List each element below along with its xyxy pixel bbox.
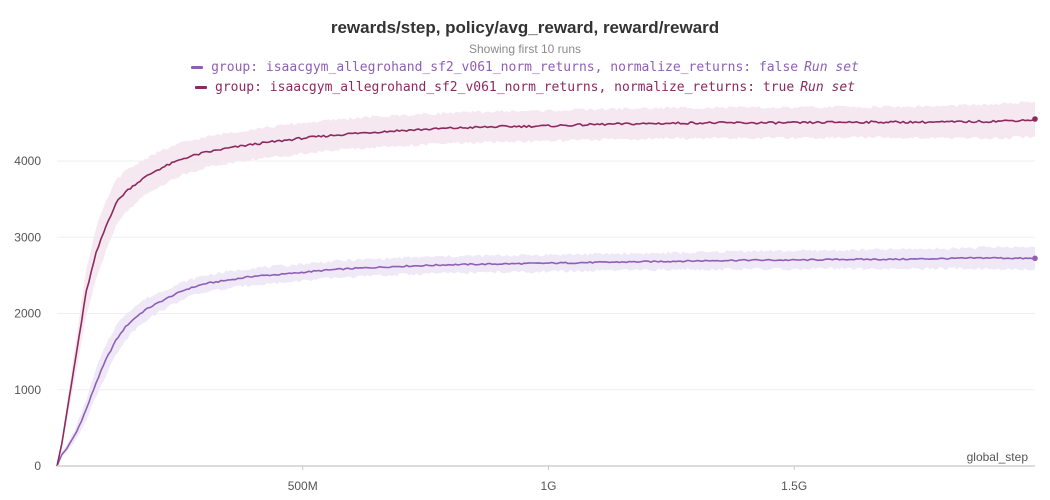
y-tick-label: 3000 [14, 230, 41, 244]
x-axis-label: global_step [967, 450, 1029, 464]
legend-swatch [191, 65, 204, 69]
series-lines [56, 116, 1038, 467]
chart-legend: group: isaacgym_allegrohand_sf2_v061_nor… [0, 57, 1050, 97]
axes: 0 1000 2000 3000 4000 500M 1G 1.5G [14, 154, 1035, 493]
series-line-0[interactable] [56, 256, 1036, 467]
series-band-0 [57, 245, 1035, 468]
series-line-1[interactable] [56, 118, 1036, 467]
legend-run-set: Run set [804, 59, 859, 75]
legend-item-normalize-true[interactable]: group: isaacgym_allegrohand_sf2_v061_nor… [0, 77, 1050, 97]
legend-label: group: isaacgym_allegrohand_sf2_v061_nor… [211, 59, 799, 75]
grid-lines [57, 160, 1035, 391]
chart-subtitle: Showing first 10 runs [468, 42, 582, 56]
y-tick-label: 0 [34, 459, 41, 473]
legend-label: group: isaacgym_allegrohand_sf2_v061_nor… [215, 79, 795, 95]
x-tick-label: 1G [540, 479, 556, 493]
legend-item-normalize-false[interactable]: group: isaacgym_allegrohand_sf2_v061_nor… [0, 57, 1050, 77]
y-tick-label: 4000 [14, 154, 41, 168]
series-end-point-0 [1032, 255, 1038, 262]
x-tick-label: 1.5G [781, 479, 807, 493]
y-tick-label: 2000 [14, 307, 41, 321]
x-tick-label: 500M [288, 479, 318, 493]
legend-run-set: Run set [800, 79, 855, 95]
series-end-point-1 [1032, 116, 1038, 122]
legend-swatch [195, 85, 207, 89]
series-bands [57, 101, 1035, 468]
chart-title: rewards/step, policy/avg_reward, reward/… [330, 18, 720, 37]
y-tick-label: 1000 [14, 383, 41, 397]
